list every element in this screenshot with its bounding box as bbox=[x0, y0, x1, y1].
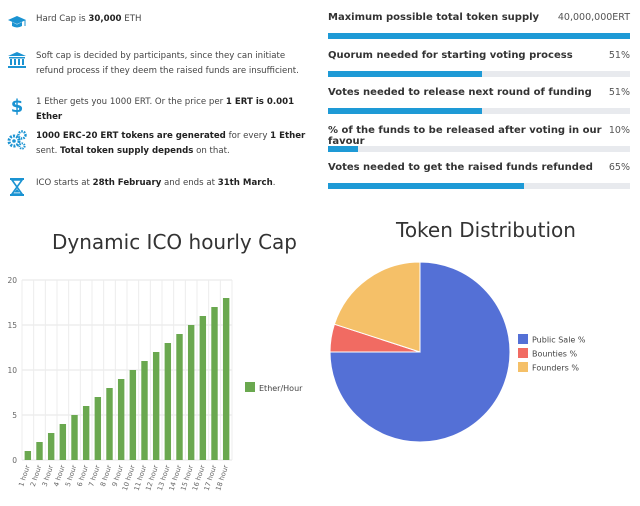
metric-label: Votes needed to release next round of fu… bbox=[328, 87, 592, 98]
fact-text: Hard Cap is 30,000 ETH bbox=[36, 14, 142, 24]
bar bbox=[199, 316, 207, 460]
metric-label: Maximum possible total token supply bbox=[328, 12, 540, 23]
progress-fill bbox=[328, 146, 359, 152]
graduation-cap-icon bbox=[6, 12, 28, 34]
y-tick-label: 5 bbox=[12, 411, 17, 420]
legend-label: Public Sale % bbox=[532, 336, 586, 345]
fact-text: ICO starts at 28th February and ends at … bbox=[36, 178, 276, 188]
bar bbox=[187, 325, 195, 460]
bar bbox=[129, 370, 137, 460]
fact-text: Soft cap is decided by participants, sin… bbox=[36, 51, 299, 76]
fact-soft-cap: Soft cap is decided by participants, sin… bbox=[6, 49, 306, 79]
bar bbox=[141, 361, 148, 460]
fact-text: 1 Ether gets you 1000 ERT. Or the price … bbox=[36, 97, 295, 122]
pie-chart: Public Sale % Bounties % Founders % bbox=[329, 261, 586, 443]
bank-icon bbox=[6, 49, 28, 71]
fact-ico-dates: ICO starts at 28th February and ends at … bbox=[6, 176, 306, 198]
legend-swatch bbox=[245, 382, 255, 392]
y-tick-label: 0 bbox=[12, 456, 17, 465]
progress-track bbox=[328, 33, 630, 39]
progress-track bbox=[328, 183, 630, 189]
y-tick-label: 15 bbox=[7, 321, 17, 330]
progress-fill bbox=[328, 108, 483, 114]
bar bbox=[59, 424, 67, 460]
y-tick-label: 20 bbox=[7, 276, 17, 285]
bar bbox=[24, 451, 32, 460]
dollar-icon: $ bbox=[6, 95, 28, 117]
svg-text:$: $ bbox=[11, 96, 24, 116]
bar-chart-title: Dynamic ICO hourly Cap bbox=[52, 230, 297, 254]
metric-label: Quorum needed for starting voting proces… bbox=[328, 50, 573, 61]
gears-icon bbox=[6, 129, 28, 151]
bar bbox=[222, 298, 230, 460]
metric-value: 10% bbox=[608, 125, 630, 136]
metric-label: % of the funds to be released after voti… bbox=[328, 125, 602, 147]
fact-hard-cap: Hard Cap is 30,000 ETH bbox=[6, 12, 306, 34]
bar bbox=[117, 379, 125, 460]
metric-value: 51% bbox=[608, 50, 630, 61]
bar bbox=[176, 334, 183, 460]
hourglass-icon bbox=[6, 176, 28, 198]
metric-value: 51% bbox=[608, 87, 630, 98]
bar bbox=[94, 397, 102, 460]
metric-label: Votes needed to get the raised funds ref… bbox=[328, 162, 593, 173]
fact-text: 1000 ERC-20 ERT tokens are generated for… bbox=[36, 131, 306, 156]
progress-fill bbox=[328, 33, 630, 39]
metric-value: 65% bbox=[608, 162, 630, 173]
pie-slice bbox=[333, 261, 421, 353]
fact-token-generation: 1000 ERC-20 ERT tokens are generated for… bbox=[6, 129, 306, 159]
metric-quorum: Quorum needed for starting voting proces… bbox=[328, 50, 630, 77]
bar bbox=[47, 433, 55, 460]
bar bbox=[164, 343, 172, 460]
bar bbox=[211, 307, 218, 460]
progress-track bbox=[328, 108, 630, 114]
legend-swatch bbox=[518, 334, 528, 344]
bar bbox=[82, 406, 90, 460]
metric-total-supply: Maximum possible total token supply 40,00… bbox=[328, 12, 630, 39]
fact-price: $ 1 Ether gets you 1000 ERT. Or the pric… bbox=[6, 95, 306, 125]
legend-label: Founders % bbox=[532, 364, 579, 373]
metric-refund-votes: Votes needed to get the raised funds ref… bbox=[328, 162, 630, 189]
bar bbox=[36, 442, 43, 460]
progress-track bbox=[328, 146, 630, 152]
legend-swatch bbox=[518, 348, 528, 358]
progress-track bbox=[328, 71, 630, 77]
metric-value: 40,000,000ERT bbox=[557, 12, 630, 23]
bar bbox=[152, 352, 160, 460]
legend-swatch bbox=[518, 362, 528, 372]
metric-funds-release: % of the funds to be released after voti… bbox=[328, 125, 630, 152]
pie-chart-title: Token Distribution bbox=[396, 218, 576, 242]
bar bbox=[106, 388, 113, 460]
progress-fill bbox=[328, 183, 525, 189]
progress-fill bbox=[328, 71, 483, 77]
legend-label: Ether/Hour bbox=[259, 384, 303, 393]
legend-label: Bounties % bbox=[532, 350, 578, 359]
y-tick-label: 10 bbox=[7, 366, 17, 375]
metric-release-votes: Votes needed to release next round of fu… bbox=[328, 87, 630, 114]
bar bbox=[71, 415, 78, 460]
